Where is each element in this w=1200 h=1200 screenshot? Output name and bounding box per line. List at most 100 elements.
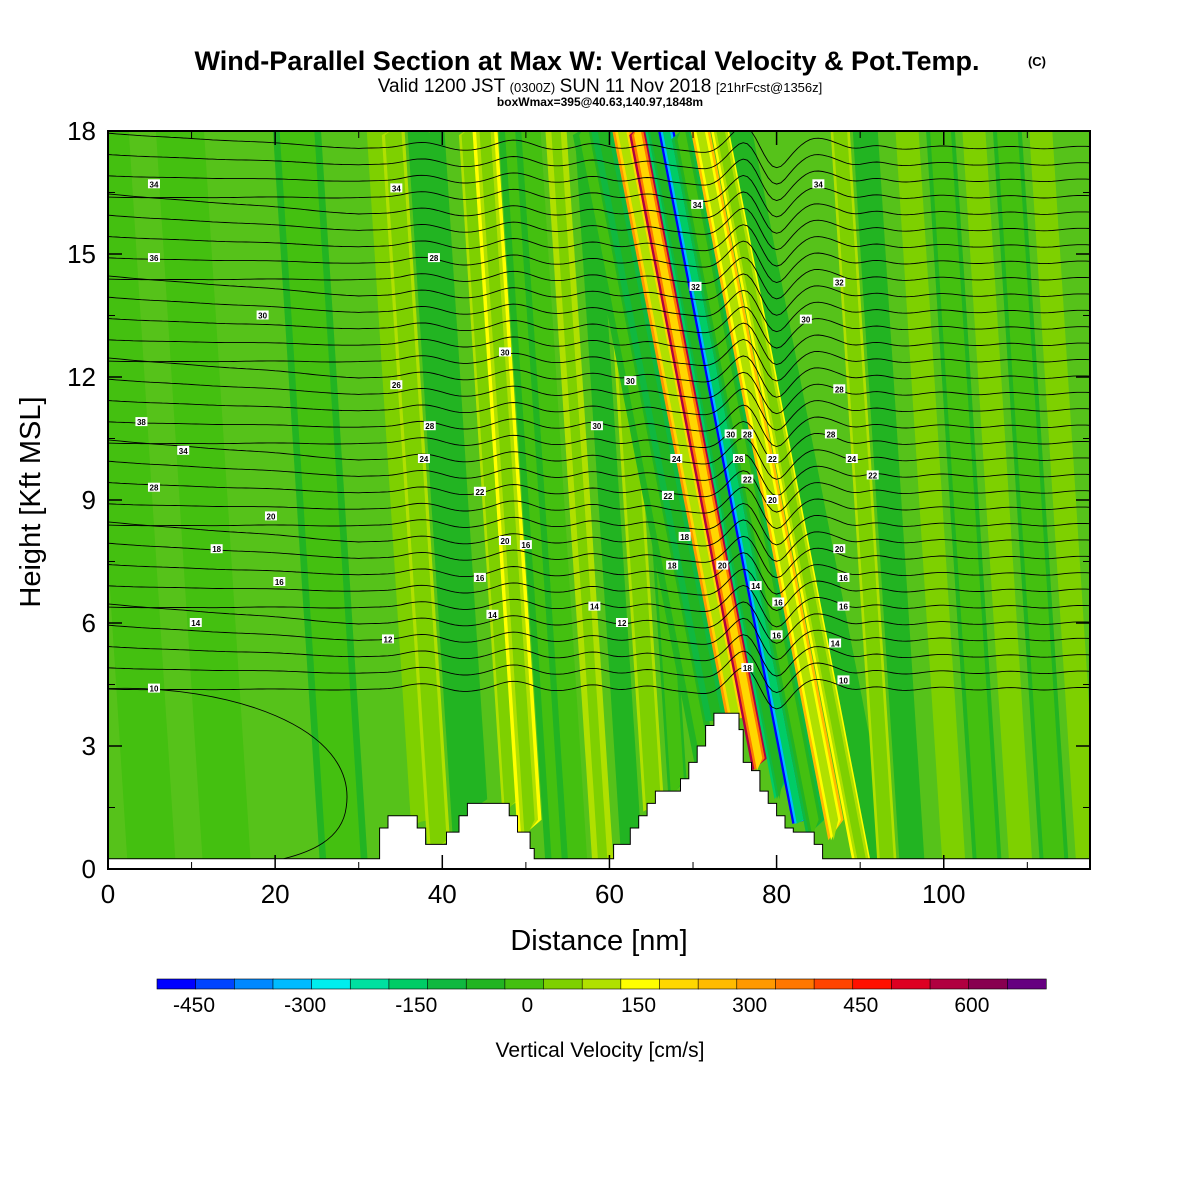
- contour-label-bg: [473, 486, 486, 496]
- contour-label-49: 24: [845, 454, 858, 464]
- colorbar-swatch-5: [349, 978, 390, 990]
- contour-label-bg: [749, 581, 762, 591]
- colorbar-swatch-17: [813, 978, 854, 990]
- contour-label-text: 14: [488, 611, 497, 620]
- w-band-21-level-2: [677, 131, 819, 837]
- contour-label-53: 16: [837, 601, 850, 612]
- contour-label-43: 18: [741, 663, 754, 673]
- y-axis-title: Height [Kft MSL]: [15, 396, 47, 607]
- contour-label-text: 36: [150, 254, 159, 263]
- contour-label-50: 22: [866, 470, 879, 480]
- isentrope-27: [108, 224, 1090, 267]
- contour-label-5: 28: [147, 482, 160, 493]
- colorbar-swatch-11: [581, 978, 622, 990]
- contour-label-text: 14: [751, 582, 760, 591]
- colorbar-tick-label--150: -150: [395, 994, 437, 1017]
- isentrope-8: [108, 535, 1090, 579]
- contour-label-bg: [210, 544, 223, 554]
- colorbar-swatch-18: [852, 978, 892, 990]
- colorbar-swatch-7: [427, 978, 467, 990]
- contour-label-text: 28: [743, 430, 752, 439]
- contour-label-text: 30: [592, 422, 601, 431]
- y-tick-label-0: 0: [82, 854, 96, 884]
- contour-label-41: 16: [772, 597, 785, 608]
- isentrope-32: [108, 142, 1090, 185]
- colorbar-swatch-12: [620, 978, 661, 990]
- colorbar-ticks: -450 -300 -150 0 150 300 450 600: [173, 994, 989, 1017]
- contour-label-21: 16: [473, 572, 486, 583]
- isentrope-33: [108, 131, 1090, 169]
- contour-label-36: 26: [732, 454, 745, 464]
- isentrope-29: [108, 191, 1090, 234]
- contour-labels: 34 36 30 38 34 28 20 18 16 14 12 10 34 28 26 28 24 22 30 20…: [135, 179, 879, 694]
- x-tick-label-60: 60: [595, 879, 624, 909]
- isentrope-9: [108, 519, 1090, 562]
- contour-label-55: 10: [837, 675, 850, 685]
- contour-label-48: 28: [824, 429, 837, 439]
- contour-label-4: 34: [177, 445, 190, 456]
- x-tick-label-100: 100: [922, 879, 965, 909]
- colorbar-swatch-8: [465, 978, 506, 990]
- w-band-26-level-1: [856, 131, 921, 867]
- w-band-10-level-0: [521, 131, 588, 867]
- contour-label-bg: [390, 183, 403, 193]
- colorbar-swatch-0: [156, 978, 197, 990]
- x-tick-label-80: 80: [762, 879, 791, 909]
- w-band-30-level-1: [996, 131, 1065, 867]
- w-band-27-level-1: [898, 131, 962, 867]
- contour-label-bg: [770, 630, 783, 640]
- contour-label-text: 10: [150, 685, 159, 694]
- contour-label-text: 22: [663, 492, 672, 501]
- contour-label-bg: [772, 597, 785, 607]
- contour-label-text: 20: [768, 496, 777, 505]
- contour-label-46: 30: [799, 314, 812, 325]
- contour-label-text: 20: [501, 537, 510, 546]
- colorbar: [156, 978, 1047, 990]
- contour-label-44: 34: [812, 179, 825, 189]
- w-band-15-level-2: [579, 131, 711, 771]
- w-band-4-level-2: [388, 131, 444, 853]
- contour-label-bg: [741, 663, 754, 673]
- contour-label-text: 16: [521, 541, 530, 550]
- contour-label-33: 20: [716, 560, 729, 571]
- contour-label-52: 16: [837, 572, 850, 583]
- contour-label-34: 30: [724, 429, 737, 439]
- contour-label-bg: [264, 511, 277, 521]
- isentrope-12: [108, 470, 1090, 513]
- contour-label-bg: [256, 310, 269, 320]
- contour-label-bg: [829, 638, 842, 648]
- contour-label-text: 20: [267, 512, 276, 521]
- contour-label-text: 34: [150, 180, 159, 189]
- contour-label-bg: [691, 199, 704, 209]
- contour-label-bg: [741, 429, 754, 439]
- contour-label-30: 22: [661, 490, 674, 501]
- contour-label-29: 24: [670, 454, 683, 464]
- contour-label-text: 16: [275, 578, 284, 587]
- y-tick-label-6: 6: [82, 608, 96, 638]
- contour-label-12: 34: [390, 183, 403, 193]
- isentrope-1: [108, 650, 1090, 693]
- contour-label-bg: [716, 560, 729, 570]
- contour-label-text: 28: [150, 484, 159, 493]
- contour-label-text: 34: [179, 447, 188, 456]
- colorbar-tick-label-600: 600: [954, 994, 989, 1017]
- colorbar-tick-label--300: -300: [284, 994, 326, 1017]
- contour-label-text: 34: [392, 184, 401, 193]
- isentrope-10: [108, 503, 1090, 546]
- w-band-24-level-1: [732, 131, 891, 867]
- y-tick-label-12: 12: [67, 362, 96, 392]
- y-tick-label-3: 3: [82, 731, 96, 761]
- x-tick-label-20: 20: [261, 879, 290, 909]
- subtitle-valid: Valid 1200 JST: [378, 76, 506, 97]
- w-band-6-level-1: [428, 131, 485, 812]
- contour-label-bg: [273, 577, 286, 586]
- isentrope-22: [108, 306, 1090, 349]
- contour-label-25: 14: [588, 601, 601, 612]
- contour-label-bg: [866, 470, 879, 480]
- isentrope-21: [108, 322, 1090, 365]
- isentrope-11: [108, 486, 1090, 529]
- plot-area: 34 36 30 38 34 28 20 18 16 14 12 10 34 28 26 28 24 22 30 20…: [108, 131, 1090, 869]
- contour-label-42: 16: [770, 630, 783, 640]
- contour-label-text: 26: [392, 381, 401, 390]
